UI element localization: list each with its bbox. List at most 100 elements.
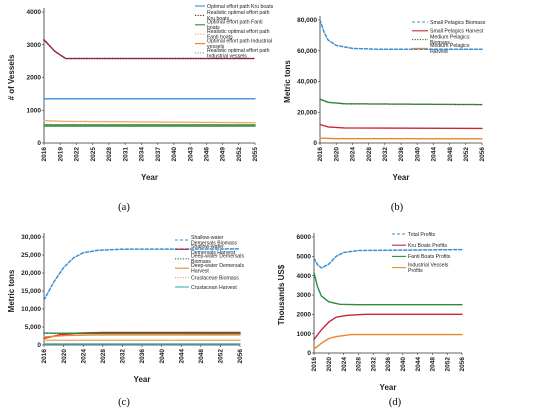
x-tick-label: 2049 [220,147,227,162]
legend-label: Realistic optimal effort path Industrial … [207,48,270,60]
legend: Total Profits Kru Boats Profits Fanti Boat… [392,232,451,274]
legend-label: Optimal effort path Fanti boats [207,20,263,32]
y-tick-label: 3000 [27,42,42,49]
y-tick-label: 4000 [27,9,42,16]
x-tick-label: 2044 [178,349,185,364]
x-tick-label: 2055 [252,147,259,162]
legend-label: Medium Pelagics Biomass [430,34,470,46]
x-tick-label: 2032 [382,147,389,162]
x-axis-label: Year [380,383,397,392]
series-line-4 [319,137,483,140]
x-tick-label: 2052 [463,147,470,162]
legend-label: Small Pelagics Harvest [430,29,484,35]
x-tick-label: 2036 [139,349,146,364]
legend-label: Medium Pelagics Harvest [430,43,470,55]
y-tick-label: 1000 [297,331,312,338]
series-line-2 [43,39,256,60]
y-tick-label: 5000 [297,254,312,261]
series-line-4 [313,333,463,350]
x-tick-label: 2044 [415,357,422,372]
panel-4: 0 1000 2000 3000 4000 5000 6000 2016 2020 2024 202… [277,232,466,408]
x-tick-label: 2046 [204,147,211,162]
legend: Small Pelagics Biomass Small Pelagics Har… [412,20,486,55]
series-line-3 [313,272,463,306]
x-tick-label: 2024 [341,357,348,372]
x-tick-label: 2016 [317,147,324,162]
x-tick-label: 2022 [74,147,81,162]
legend-label: Crustacean Biomass [191,275,239,281]
legend-label: Deep-water Demersals Biomass [191,254,244,266]
x-tick-label: 2025 [90,147,97,162]
legend-label: Realistic optimal effort path Kru boats [207,10,270,22]
x-tick-label: 2028 [106,147,113,162]
series-line-1 [313,248,463,269]
x-tick-label: 2024 [80,349,87,364]
y-tick-label: 20,000 [21,270,41,277]
legend-label: Shallow-water Demersals Biomass [191,235,238,247]
x-tick-label: 2028 [356,357,363,372]
x-axis-label: Year [134,375,151,384]
x-tick-label: 2020 [61,349,68,364]
panel-1: 0 1000 2000 3000 4000 2016 2019 2022 2025 2028 203… [7,4,274,213]
panel-label: (b) [391,202,404,213]
series-line-1 [43,248,241,301]
x-tick-label: 2016 [311,357,318,372]
y-tick-label: 0 [37,342,41,349]
series-line-2 [319,123,483,130]
x-tick-label: 2037 [155,147,162,162]
y-tick-label: 6000 [297,234,312,241]
x-tick-label: 2052 [218,349,225,364]
x-tick-label: 2056 [479,147,486,162]
x-tick-label: 2034 [139,147,146,162]
x-tick-label: 2020 [326,357,333,372]
x-tick-label: 2056 [237,349,244,364]
x-tick-label: 2019 [57,147,64,162]
x-tick-label: 2031 [122,147,129,162]
panel-label: (c) [118,397,130,408]
y-axis-label: Thousands US$ [277,264,286,325]
x-tick-label: 2024 [350,147,357,162]
y-tick-label: 15,000 [21,288,41,295]
y-tick-label: 20,000 [297,109,317,116]
series-line-4 [43,334,241,338]
x-tick-label: 2020 [333,147,340,162]
series-line-2 [313,313,463,341]
x-tick-label: 2052 [444,357,451,372]
x-tick-label: 2056 [459,357,466,372]
x-tick-label: 2043 [187,147,194,162]
x-tick-label: 2028 [366,147,373,162]
x-tick-label: 2032 [370,357,377,372]
y-tick-label: 0 [307,350,311,357]
x-tick-label: 2048 [447,147,454,162]
y-tick-label: 0 [313,140,317,147]
x-tick-label: 2052 [236,147,243,162]
y-tick-label: 4000 [297,273,312,280]
y-tick-label: 0 [37,140,41,147]
y-tick-label: 2000 [27,75,42,82]
legend-label: Optimal effort path Kru boats [207,4,274,10]
y-tick-label: 80,000 [297,17,317,24]
x-tick-label: 2036 [398,147,405,162]
y-axis-label: Metric tons [7,269,16,312]
x-tick-label: 2048 [198,349,205,364]
legend-label: Crustacean Harvest [191,285,237,291]
y-axis-label: Metric tons [283,60,292,103]
x-tick-label: 2044 [431,147,438,162]
legend: Shallow-water Demersals BiomassShallow-wa… [175,235,244,291]
panel-2: 0 20,000 40,000 60,000 80,000 2016 2020 2024 202… [283,16,486,213]
x-tick-label: 2048 [430,357,437,372]
x-tick-label: 2040 [414,147,421,162]
legend-label: Shallow-water Demersals Harvest [191,244,236,256]
y-tick-label: 25,000 [21,252,41,259]
legend-label: Realistic optimal effort path Fanti boats [207,29,270,41]
legend-label: Total Profits [408,232,436,238]
x-tick-label: 2040 [159,349,166,364]
x-tick-label: 2028 [100,349,107,364]
y-tick-label: 5,000 [25,324,42,331]
series-line-1 [319,19,483,50]
x-axis-label: Year [141,173,158,182]
y-tick-label: 2000 [297,312,312,319]
x-tick-label: 2040 [400,357,407,372]
